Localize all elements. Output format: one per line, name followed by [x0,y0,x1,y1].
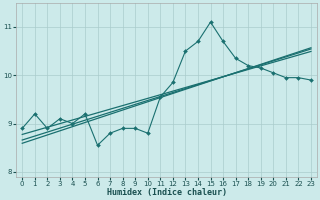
X-axis label: Humidex (Indice chaleur): Humidex (Indice chaleur) [107,188,227,197]
